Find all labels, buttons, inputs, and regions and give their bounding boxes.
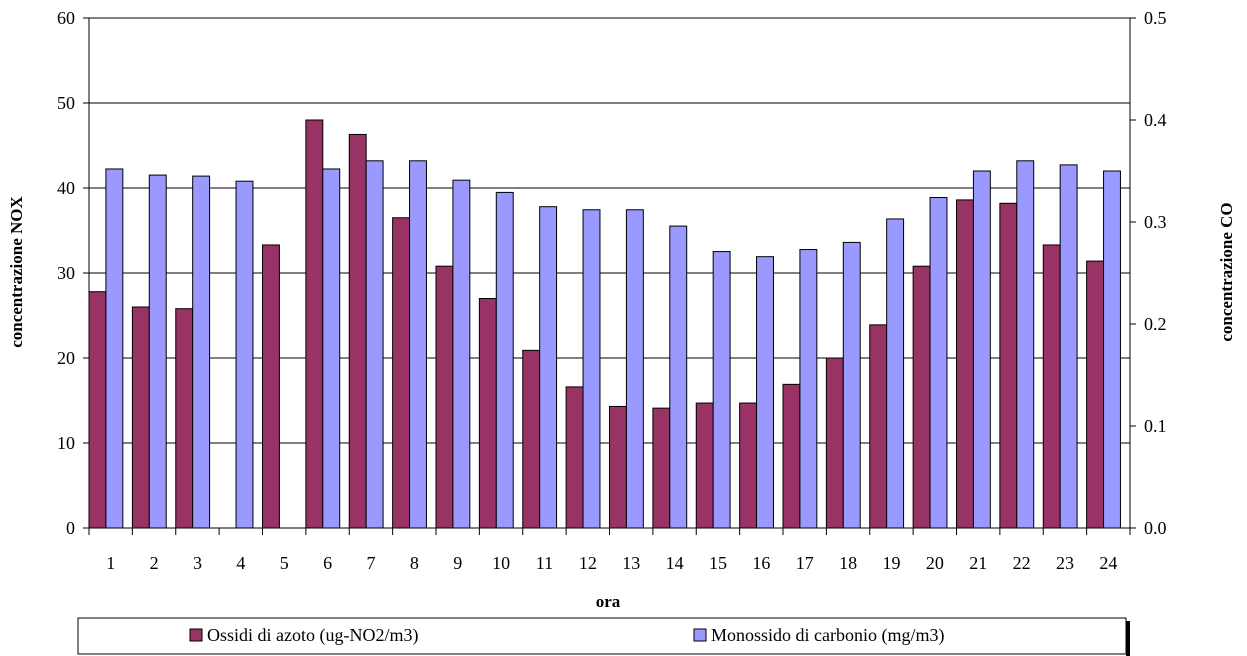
bar-nox [695, 402, 714, 529]
x-tick-label: 12 [579, 553, 597, 573]
bar-nox [956, 199, 974, 529]
x-tick-label: 21 [969, 553, 987, 573]
bar-co [972, 170, 991, 529]
bar-co [192, 175, 211, 529]
axes [83, 17, 1136, 535]
bar-co [105, 168, 124, 529]
x-tick-label: 17 [796, 553, 814, 573]
bar-co [669, 225, 688, 529]
bar-nox [565, 386, 584, 529]
y-tick-label-right: 0.3 [1144, 212, 1167, 232]
legend-shadow [1126, 621, 1130, 656]
bar-co [322, 168, 341, 529]
y-tick-label-right: 0.4 [1144, 110, 1167, 130]
bar-nox [869, 324, 888, 529]
legend-swatch-nox [189, 628, 203, 642]
x-tick-label: 8 [410, 553, 419, 573]
y-axis-title-left: concentrazione NOX [7, 196, 26, 348]
legend-swatch-co [693, 628, 707, 642]
bar-nox [999, 202, 1018, 529]
bar-nox [522, 349, 541, 529]
x-tick-label: 20 [926, 553, 944, 573]
x-tick-label: 15 [709, 553, 727, 573]
bar-co [799, 249, 818, 529]
x-tick-label: 7 [366, 553, 375, 573]
bar-co [235, 180, 254, 529]
y-axis-title-right: concentrazione CO [1217, 202, 1236, 341]
y-tick-label-right: 0.5 [1144, 8, 1167, 28]
bar-nox [175, 308, 194, 529]
x-axis-title: ora [596, 592, 621, 611]
x-tick-label: 11 [536, 553, 553, 573]
bar-co [495, 191, 514, 529]
bar-nox [478, 298, 497, 529]
bar-nox [609, 405, 627, 529]
bar-co [409, 160, 427, 529]
x-tick-label: 1 [106, 553, 115, 573]
x-tick-label: 23 [1056, 553, 1074, 573]
y-tick-label-left: 0 [66, 518, 75, 538]
bar-nox [88, 291, 107, 529]
y-tick-label-left: 60 [57, 8, 75, 28]
x-tick-label: 5 [280, 553, 289, 573]
x-tick-label: 14 [666, 553, 684, 573]
bar-nox [825, 357, 844, 529]
x-tick-label: 4 [236, 553, 245, 573]
bar-nox [652, 407, 671, 529]
bar-co [539, 206, 558, 529]
bar-co [712, 251, 731, 529]
bar-nox [435, 265, 454, 529]
bar-nox [262, 244, 280, 529]
bar-co [842, 241, 861, 529]
bar-nox [348, 133, 367, 529]
bar-co [929, 197, 948, 529]
bar-co [756, 256, 774, 529]
bar-nox [912, 265, 931, 529]
x-tick-label: 13 [622, 553, 640, 573]
y-tick-label-left: 50 [57, 93, 75, 113]
bar-nox [305, 119, 324, 529]
bar-co [452, 179, 471, 529]
bar-nox [392, 217, 411, 529]
y-tick-label-left: 30 [57, 263, 75, 283]
bars [88, 119, 1121, 529]
x-tick-label: 2 [150, 553, 159, 573]
x-tick-label: 18 [839, 553, 857, 573]
x-tick-label: 19 [882, 553, 900, 573]
legend-label-co: Monossido di carbonio (mg/m3) [711, 625, 944, 646]
x-tick-label: 9 [453, 553, 462, 573]
x-tick-label: 3 [193, 553, 202, 573]
x-tick-label: 16 [752, 553, 770, 573]
bar-nox [1042, 244, 1061, 529]
bar-nox [131, 306, 150, 529]
y-tick-label-right: 0.1 [1144, 416, 1167, 436]
bar-co [625, 209, 644, 529]
legend-frame [77, 617, 1127, 655]
bar-co [582, 209, 601, 529]
bar-nox [782, 383, 801, 529]
bar-co [1103, 170, 1121, 529]
y-tick-label-left: 20 [57, 348, 75, 368]
x-tick-label: 24 [1099, 553, 1117, 573]
y-tick-label-right: 0.0 [1144, 518, 1167, 538]
bar-nox [1086, 260, 1105, 529]
bar-nox [739, 402, 758, 529]
bar-co [886, 218, 905, 529]
bar-co [148, 174, 167, 529]
y-tick-label-right: 0.2 [1144, 314, 1167, 334]
y-tick-label-left: 40 [57, 178, 75, 198]
bar-co [1059, 164, 1078, 529]
bar-co [365, 160, 384, 529]
x-tick-label: 22 [1013, 553, 1031, 573]
legend-label-nox: Ossidi di azoto (ug-NO2/m3) [207, 625, 418, 646]
x-tick-label: 6 [323, 553, 332, 573]
legend: Ossidi di azoto (ug-NO2/m3) Monossido di… [77, 617, 1130, 656]
y-tick-label-left: 10 [57, 433, 75, 453]
x-tick-label: 10 [492, 553, 510, 573]
bar-co [1016, 160, 1035, 529]
